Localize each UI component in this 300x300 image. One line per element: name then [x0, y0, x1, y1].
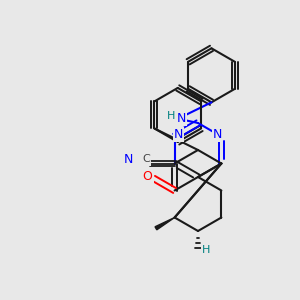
Text: H: H — [202, 245, 210, 255]
Text: O: O — [142, 170, 152, 183]
Text: N: N — [213, 128, 222, 141]
Polygon shape — [155, 218, 175, 230]
Text: N: N — [176, 112, 186, 125]
Text: N: N — [123, 153, 133, 166]
Text: H: H — [167, 111, 175, 121]
Text: C: C — [142, 154, 150, 164]
Text: N: N — [174, 128, 183, 141]
